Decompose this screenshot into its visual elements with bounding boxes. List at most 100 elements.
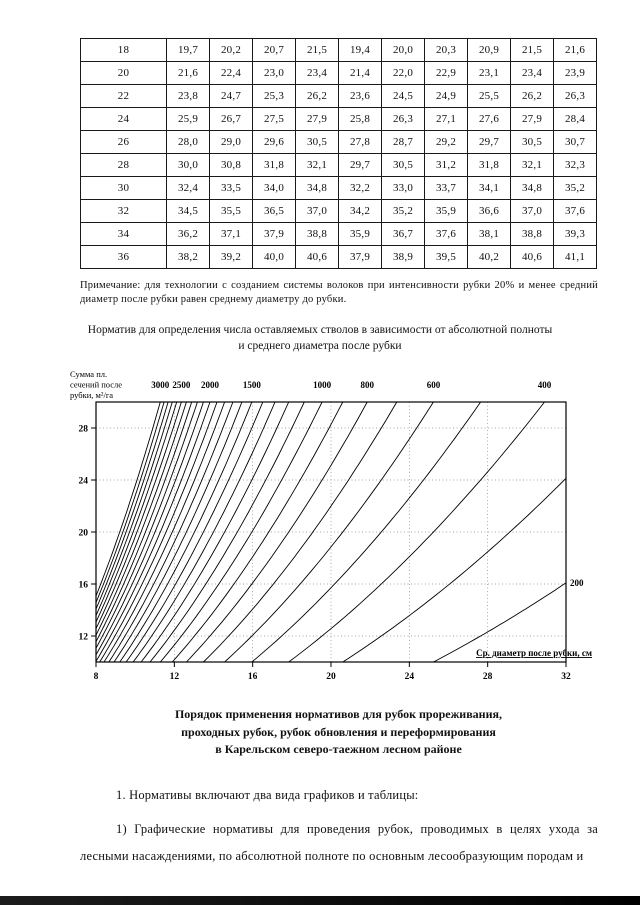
value-cell: 30,0 bbox=[166, 153, 210, 177]
value-cell: 20,3 bbox=[424, 38, 468, 62]
isoline-curve bbox=[103, 401, 226, 663]
value-cell: 27,1 bbox=[424, 107, 468, 131]
value-cell: 20,0 bbox=[381, 38, 425, 62]
y-tick-label: 28 bbox=[79, 425, 89, 435]
row-header-cell: 18 bbox=[80, 38, 167, 62]
isoline-curve bbox=[108, 401, 234, 663]
value-cell: 32,3 bbox=[553, 153, 597, 177]
value-cell: 21,6 bbox=[553, 38, 597, 62]
value-cell: 26,3 bbox=[381, 107, 425, 131]
isoline-curve bbox=[95, 401, 161, 597]
value-cell: 23,9 bbox=[553, 61, 597, 85]
value-cell: 28,7 bbox=[381, 130, 425, 154]
value-cell: 26,3 bbox=[553, 84, 597, 108]
value-cell: 40,6 bbox=[295, 245, 339, 269]
section-heading-line: проходных рубок, рубок обновления и пере… bbox=[181, 724, 496, 739]
row-header-cell: 32 bbox=[80, 199, 167, 223]
table-row: 34 36,2 37,1 37,9 38,8 35,9 36,7 37,6 38,1 38,8 39… bbox=[80, 222, 597, 246]
thinning-norms-chart: 8 12 16 20 24 28 32 12 16 20 24 28 3000 2500 2000 1500 1… bbox=[70, 369, 592, 682]
value-cell: 33,7 bbox=[424, 176, 468, 200]
value-cell: 23,6 bbox=[338, 84, 382, 108]
value-cell: 38,8 bbox=[295, 222, 339, 246]
isoline-curve bbox=[119, 401, 253, 663]
isoline-curve bbox=[125, 401, 264, 663]
x-tick-label: 8 bbox=[94, 672, 99, 682]
y-axis-label: сечений после bbox=[70, 380, 122, 390]
values-table-body: 18 19,7 20,2 20,7 21,5 19,4 20,0 20,3 20,9 21,5 21… bbox=[80, 38, 597, 269]
value-cell: 19,7 bbox=[166, 38, 210, 62]
value-cell: 19,4 bbox=[338, 38, 382, 62]
curve-label: 400 bbox=[538, 380, 552, 390]
isoline-curve bbox=[95, 401, 165, 603]
x-tick-label: 20 bbox=[326, 672, 336, 682]
value-cell: 20,9 bbox=[467, 38, 511, 62]
y-tick-label: 20 bbox=[79, 529, 89, 539]
value-cell: 40,6 bbox=[510, 245, 554, 269]
value-cell: 36,2 bbox=[166, 222, 210, 246]
value-cell: 41,1 bbox=[553, 245, 597, 269]
isoline-curve bbox=[342, 477, 567, 663]
value-cell: 34,0 bbox=[252, 176, 296, 200]
value-cell: 36,7 bbox=[381, 222, 425, 246]
paragraph-graphic-norms: 1) Графические нормативы для проведения … bbox=[80, 821, 598, 864]
value-cell: 29,0 bbox=[209, 130, 253, 154]
value-cell: 30,7 bbox=[553, 130, 597, 154]
table-row: 24 25,9 26,7 27,5 27,9 25,8 26,3 27,1 27,6 27,9 28… bbox=[80, 107, 597, 131]
value-cell: 27,9 bbox=[510, 107, 554, 131]
x-tick-label: 28 bbox=[483, 672, 493, 682]
value-cell: 38,1 bbox=[467, 222, 511, 246]
curve-label: 1500 bbox=[243, 380, 262, 390]
row-header-cell: 22 bbox=[80, 84, 167, 108]
value-cell: 31,2 bbox=[424, 153, 468, 177]
value-cell: 21,6 bbox=[166, 61, 210, 85]
value-cell: 32,1 bbox=[510, 153, 554, 177]
value-cell: 35,2 bbox=[553, 176, 597, 200]
section-heading-line: в Карельском северо-таежном лесном район… bbox=[215, 742, 462, 756]
value-cell: 25,5 bbox=[467, 84, 511, 108]
value-cell: 36,5 bbox=[252, 199, 296, 223]
value-cell: 34,8 bbox=[510, 176, 554, 200]
value-cell: 22,9 bbox=[424, 61, 468, 85]
value-cell: 34,5 bbox=[166, 199, 210, 223]
value-cell: 35,9 bbox=[424, 199, 468, 223]
table-row: 20 21,6 22,4 23,0 23,4 21,4 22,0 22,9 23,1 23,4 23… bbox=[80, 61, 597, 85]
value-cell: 31,8 bbox=[467, 153, 511, 177]
value-cell: 36,6 bbox=[467, 199, 511, 223]
note-text: Примечание: для технологии с созданием с… bbox=[80, 280, 598, 305]
isoline-curve bbox=[203, 401, 398, 663]
curve-label: 800 bbox=[360, 380, 374, 390]
value-cell: 28,4 bbox=[553, 107, 597, 131]
x-tick-label: 12 bbox=[170, 672, 180, 682]
isoline-curve bbox=[95, 401, 193, 642]
value-cell: 38,9 bbox=[381, 245, 425, 269]
values-table: 18 19,7 20,2 20,7 21,5 19,4 20,0 20,3 20,9 21,5 21… bbox=[80, 38, 597, 269]
row-header-cell: 28 bbox=[80, 153, 167, 177]
y-tick-label: 12 bbox=[79, 633, 89, 643]
y-tick-label: 16 bbox=[79, 581, 89, 591]
value-cell: 37,6 bbox=[424, 222, 468, 246]
value-cell: 30,5 bbox=[295, 130, 339, 154]
curve-label: 2000 bbox=[201, 380, 220, 390]
isoline-curve bbox=[140, 401, 290, 663]
value-cell: 37,6 bbox=[553, 199, 597, 223]
value-cell: 32,2 bbox=[338, 176, 382, 200]
value-cell: 24,7 bbox=[209, 84, 253, 108]
value-cell: 29,2 bbox=[424, 130, 468, 154]
value-cell: 23,0 bbox=[252, 61, 296, 85]
isoline-curve bbox=[95, 401, 169, 610]
value-cell: 25,8 bbox=[338, 107, 382, 131]
isoline-curve bbox=[288, 401, 545, 663]
scan-edge-artifact bbox=[0, 896, 640, 905]
curve-label: 200 bbox=[570, 578, 584, 588]
value-cell: 30,5 bbox=[510, 130, 554, 154]
value-cell: 28,0 bbox=[166, 130, 210, 154]
section-heading: Порядок применения нормативов для рубок … bbox=[80, 706, 597, 759]
value-cell: 34,2 bbox=[338, 199, 382, 223]
value-cell: 31,8 bbox=[252, 153, 296, 177]
isoline-curve bbox=[95, 401, 198, 649]
value-cell: 30,5 bbox=[381, 153, 425, 177]
y-axis-label: Сумма пл. bbox=[70, 369, 107, 379]
value-cell: 37,9 bbox=[252, 222, 296, 246]
isoline-curve bbox=[95, 401, 182, 629]
